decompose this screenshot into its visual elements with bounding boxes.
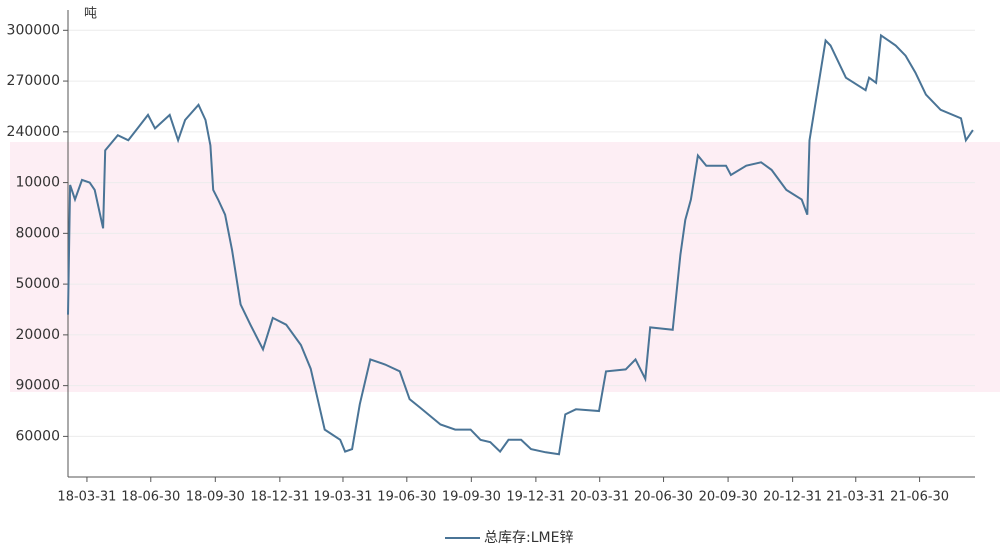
x-tick-label: 19-03-31 [313, 490, 372, 505]
y-tick-label: 20000 [15, 327, 60, 343]
x-tick-label: 19-06-30 [377, 490, 436, 505]
unit-label: 吨 [84, 7, 97, 22]
x-tick-label: 18-06-30 [121, 490, 180, 505]
y-tick-label: 80000 [15, 225, 60, 241]
x-tick-label: 20-03-31 [570, 490, 629, 505]
y-tick-label: 90000 [15, 378, 60, 394]
y-tick-label: 60000 [15, 428, 60, 444]
x-tick-label: 18-03-31 [57, 490, 116, 505]
y-tick-label: 270000 [7, 73, 60, 89]
x-tick-label: 20-12-31 [763, 490, 822, 505]
x-tick-label: 20-06-30 [634, 490, 693, 505]
y-tick-label: 300000 [7, 22, 60, 38]
x-tick-label: 19-09-30 [442, 490, 501, 505]
series-line [67, 33, 974, 456]
x-tick-label: 21-03-31 [826, 490, 885, 505]
x-tick-label: 21-06-30 [890, 490, 949, 505]
overlay-band [10, 142, 1000, 392]
legend-label: 总库存:LME锌 [484, 530, 573, 546]
x-tick-label: 18-09-30 [186, 490, 245, 505]
x-tick-label: 20-09-30 [699, 490, 758, 505]
y-tick-label: 50000 [15, 276, 60, 292]
x-tick-label: 19-12-31 [506, 490, 565, 505]
x-tick-label: 18-12-31 [250, 490, 309, 505]
y-tick-label: 240000 [7, 124, 60, 140]
y-tick-label: 10000 [15, 175, 60, 191]
